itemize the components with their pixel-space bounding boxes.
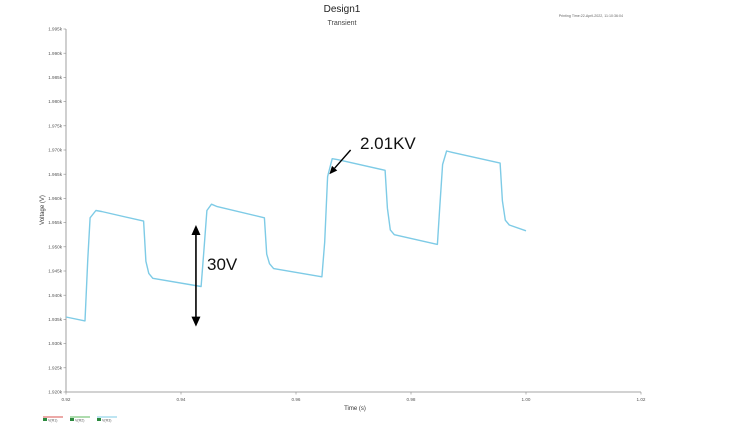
x-tick-label: 0.94 bbox=[177, 397, 186, 402]
y-tick-label: 1.960k bbox=[48, 196, 62, 201]
x-tick-label: 1.00 bbox=[522, 397, 531, 402]
y-tick-label: 1.990k bbox=[48, 51, 62, 56]
voltage-trace bbox=[65, 150, 527, 322]
legend-label: V(R3) bbox=[102, 419, 111, 423]
chart-title: Design1 bbox=[324, 4, 361, 15]
y-tick-label: 1.930k bbox=[48, 341, 62, 346]
y-tick-label: 1.945k bbox=[48, 269, 62, 274]
annotation-30v: 30V bbox=[207, 255, 238, 274]
y-tick-label: 1.940k bbox=[48, 293, 62, 298]
y-tick-label: 1.925k bbox=[48, 365, 62, 370]
y-tick-label: 1.950k bbox=[48, 244, 62, 249]
x-axis-label: Time (s) bbox=[344, 406, 366, 412]
chart-subtitle: Transient bbox=[328, 20, 357, 27]
axes bbox=[65, 29, 641, 393]
y-tick-label: 1.995k bbox=[48, 27, 62, 32]
annotations: 30V 2.01KV bbox=[191, 134, 416, 327]
y-tick-label: 1.920k bbox=[48, 390, 62, 395]
legend-label: V(R1) bbox=[48, 419, 57, 423]
legend-label: V(R2) bbox=[75, 419, 84, 423]
peak-arrow-shaft bbox=[334, 149, 352, 169]
printing-time-stamp: Printing Time:22-April-2022, 11:10:36:04 bbox=[559, 14, 623, 18]
x-tick-label: 0.92 bbox=[62, 397, 71, 402]
y-tick-label: 1.955k bbox=[48, 220, 62, 225]
annotation-2-01kv: 2.01KV bbox=[360, 134, 416, 153]
x-tick-label: 0.96 bbox=[292, 397, 301, 402]
y-tick-label: 1.965k bbox=[48, 172, 62, 177]
legend-icon bbox=[43, 418, 47, 421]
y-tick-label: 1.975k bbox=[48, 123, 62, 128]
y-tick-label: 1.970k bbox=[48, 148, 62, 153]
x-tick-label: 1.02 bbox=[637, 397, 646, 402]
swing-arrow-head-up bbox=[191, 225, 201, 236]
y-axis-ticks: 1.920k 1.925k 1.930k 1.935k 1.940k 1.945k 1.95… bbox=[48, 27, 66, 395]
y-tick-label: 1.985k bbox=[48, 75, 62, 80]
y-axis-label: Voltage (V) bbox=[40, 195, 46, 225]
legend: V(R1) V(R2) V(R3) bbox=[43, 416, 117, 423]
swing-arrow-head-down bbox=[191, 316, 201, 327]
series-group bbox=[65, 150, 527, 322]
x-tick-label: 0.98 bbox=[407, 397, 416, 402]
x-axis-ticks: 0.92 0.94 0.96 0.98 1.00 1.02 bbox=[62, 392, 646, 402]
y-tick-label: 1.980k bbox=[48, 99, 62, 104]
legend-icon bbox=[97, 418, 101, 421]
legend-icon bbox=[70, 418, 74, 421]
y-tick-label: 1.935k bbox=[48, 317, 62, 322]
peak-arrow-head bbox=[329, 165, 338, 175]
